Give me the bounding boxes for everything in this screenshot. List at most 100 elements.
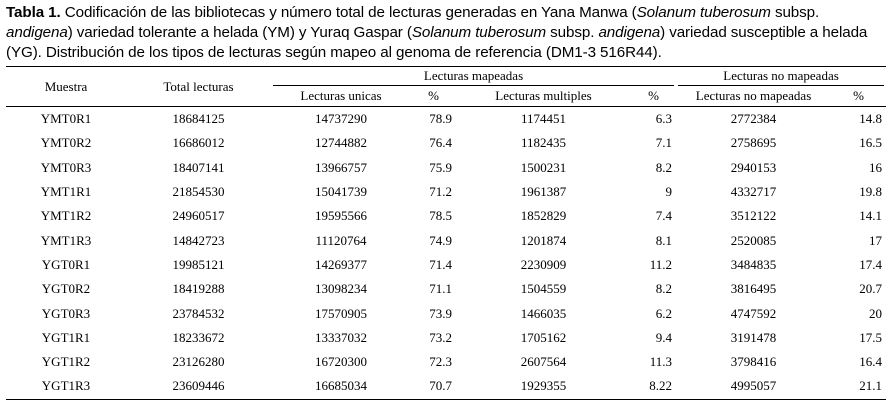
caption-label: Tabla 1.	[6, 4, 61, 21]
header-pct-multiples: %	[631, 86, 677, 107]
cell-pct-unicas: 71.4	[429, 256, 452, 272]
cell-pct-multiples: 7.4	[655, 208, 673, 224]
table-row: YGT1R1 18233672 13337032 73.2 1705162 9.4 3191…	[6, 326, 886, 350]
caption-part: andigena	[6, 24, 68, 41]
cell-unicas: 13337032	[315, 329, 367, 345]
header-mapeadas-label: Lecturas mapeadas	[273, 67, 675, 86]
cell-pct-multiples: 9	[665, 184, 673, 200]
cell-pct-multiples: 6.3	[655, 111, 673, 127]
cell-muestra: YGT1R2	[41, 354, 91, 370]
cell-total: 18233672	[172, 329, 225, 345]
cell-pct-no-mapeadas: 20	[869, 305, 883, 321]
header-muestra: Muestra	[6, 66, 126, 107]
cell-no-mapeadas: 4332717	[730, 184, 777, 200]
cell-total: 18419288	[172, 281, 225, 297]
cell-pct-no-mapeadas: 16.4	[859, 354, 883, 370]
cell-no-mapeadas: 3512122	[730, 208, 777, 224]
cell-total: 23784532	[172, 305, 225, 321]
cell-pct-unicas: 71.1	[429, 281, 452, 297]
cell-total: 16686012	[172, 135, 225, 151]
cell-multiples: 1201874	[520, 232, 567, 248]
cell-no-mapeadas: 4747592	[730, 305, 777, 321]
cell-muestra: YGT0R3	[41, 305, 91, 321]
caption-part: ) variedad tolerante a helada (YM) y Yur…	[67, 24, 412, 41]
cell-pct-no-mapeadas: 17	[869, 232, 883, 248]
caption-part: subsp.	[770, 4, 820, 21]
cell-unicas: 13098234	[315, 281, 367, 297]
cell-pct-unicas: 73.9	[429, 305, 452, 321]
cell-pct-unicas: 70.7	[411, 374, 456, 400]
caption-part: subsp.	[546, 24, 599, 41]
cell-pct-multiples: 8.2	[655, 159, 673, 175]
cell-no-mapeadas: 2758695	[730, 135, 777, 151]
cell-pct-unicas: 76.4	[429, 135, 452, 151]
cell-pct-unicas: 71.2	[429, 184, 452, 200]
cell-total: 23126280	[172, 354, 225, 370]
cell-muestra: YGT1R1	[41, 329, 91, 345]
cell-pct-no-mapeadas: 16.5	[859, 135, 883, 151]
header-no-mapeadas-label: Lecturas no mapeadas	[678, 67, 885, 86]
cell-pct-no-mapeadas: 17.5	[859, 329, 883, 345]
cell-muestra: YMT0R2	[40, 135, 92, 151]
header-multiples: Lecturas multiples	[456, 86, 631, 107]
cell-pct-multiples: 8.1	[655, 232, 673, 248]
table-row: YMT0R1 18684125 14737290 78.9 1174451 6.3 2772…	[6, 107, 886, 132]
cell-muestra: YMT1R1	[40, 184, 92, 200]
cell-pct-unicas: 74.9	[429, 232, 452, 248]
cell-unicas: 19595566	[315, 208, 367, 224]
header-no-mapeadas: Lecturas no mapeadas	[676, 67, 886, 86]
caption-part: andigena	[598, 24, 661, 41]
cell-no-mapeadas: 3484835	[730, 256, 777, 272]
table-row: YGT1R2 23126280 16720300 72.3 2607564 11.3 379…	[6, 350, 886, 374]
cell-no-mapeadas: 2772384	[730, 111, 777, 127]
cell-pct-unicas: 78.9	[429, 111, 452, 127]
cell-multiples: 1961387	[520, 184, 567, 200]
cell-pct-unicas: 75.9	[429, 159, 452, 175]
cell-muestra: YMT0R1	[40, 111, 92, 127]
cell-multiples: 1929355	[456, 374, 631, 400]
cell-muestra: YMT1R2	[40, 208, 92, 224]
table-caption: Tabla 1. Codificación de las bibliotecas…	[6, 3, 888, 63]
cell-total: 18407141	[172, 159, 225, 175]
cell-pct-no-mapeadas: 16	[869, 159, 883, 175]
cell-unicas: 16720300	[315, 354, 367, 370]
cell-pct-multiples: 9.4	[655, 329, 673, 345]
cell-pct-no-mapeadas: 20.7	[859, 281, 883, 297]
table-row: YMT1R3 14842723 11120764 74.9 1201874 8.1 2520…	[6, 228, 886, 252]
header-pct-unicas: %	[411, 86, 456, 107]
cell-no-mapeadas: 2520085	[730, 232, 777, 248]
table-row: YGT1R3 23609446 16685034 70.7 1929355 8.22 499…	[6, 374, 887, 400]
caption-part: Codificación de las bibliotecas y número…	[60, 4, 637, 21]
cell-pct-no-mapeadas: 14.1	[859, 208, 883, 224]
cell-muestra: YMT0R3	[40, 159, 92, 175]
cell-total: 23609446	[126, 374, 271, 400]
cell-multiples: 1705162	[520, 329, 567, 345]
cell-total: 14842723	[172, 232, 225, 248]
cell-pct-no-mapeadas: 14.8	[859, 111, 883, 127]
cell-multiples: 1500231	[520, 159, 567, 175]
cell-no-mapeadas: 3798416	[730, 354, 777, 370]
cell-unicas: 13966757	[315, 159, 367, 175]
table-row: YGT0R2 18419288 13098234 71.1 1504559 8.2 3816…	[6, 277, 886, 301]
cell-unicas: 11120764	[315, 232, 367, 248]
cell-unicas: 15041739	[315, 184, 367, 200]
cell-pct-unicas: 73.2	[429, 329, 452, 345]
cell-muestra: YGT0R2	[41, 281, 91, 297]
cell-pct-unicas: 78.5	[429, 208, 452, 224]
cell-no-mapeadas: 3816495	[730, 281, 777, 297]
header-unicas: Lecturas unicas	[271, 86, 411, 107]
cell-multiples: 1182435	[520, 135, 567, 151]
cell-unicas: 17570905	[315, 305, 367, 321]
cell-pct-multiples: 8.22	[631, 374, 677, 400]
cell-pct-no-mapeadas: 19.8	[859, 184, 883, 200]
cell-pct-no-mapeadas: 17.4	[859, 256, 883, 272]
cell-muestra: YGT0R1	[41, 256, 91, 272]
table-row: YGT0R1 19985121 14269377 71.4 2230909 11.2 348…	[6, 253, 886, 277]
cell-pct-multiples: 11.3	[649, 354, 673, 370]
caption-text: Codificación de las bibliotecas y número…	[6, 4, 867, 61]
cell-unicas: 14269377	[315, 256, 367, 272]
cell-no-mapeadas: 3191478	[730, 329, 777, 345]
caption-part: Solanum tuberosum	[636, 4, 771, 21]
cell-no-mapeadas: 4995057	[676, 374, 832, 400]
cell-no-mapeadas: 2940153	[730, 159, 777, 175]
